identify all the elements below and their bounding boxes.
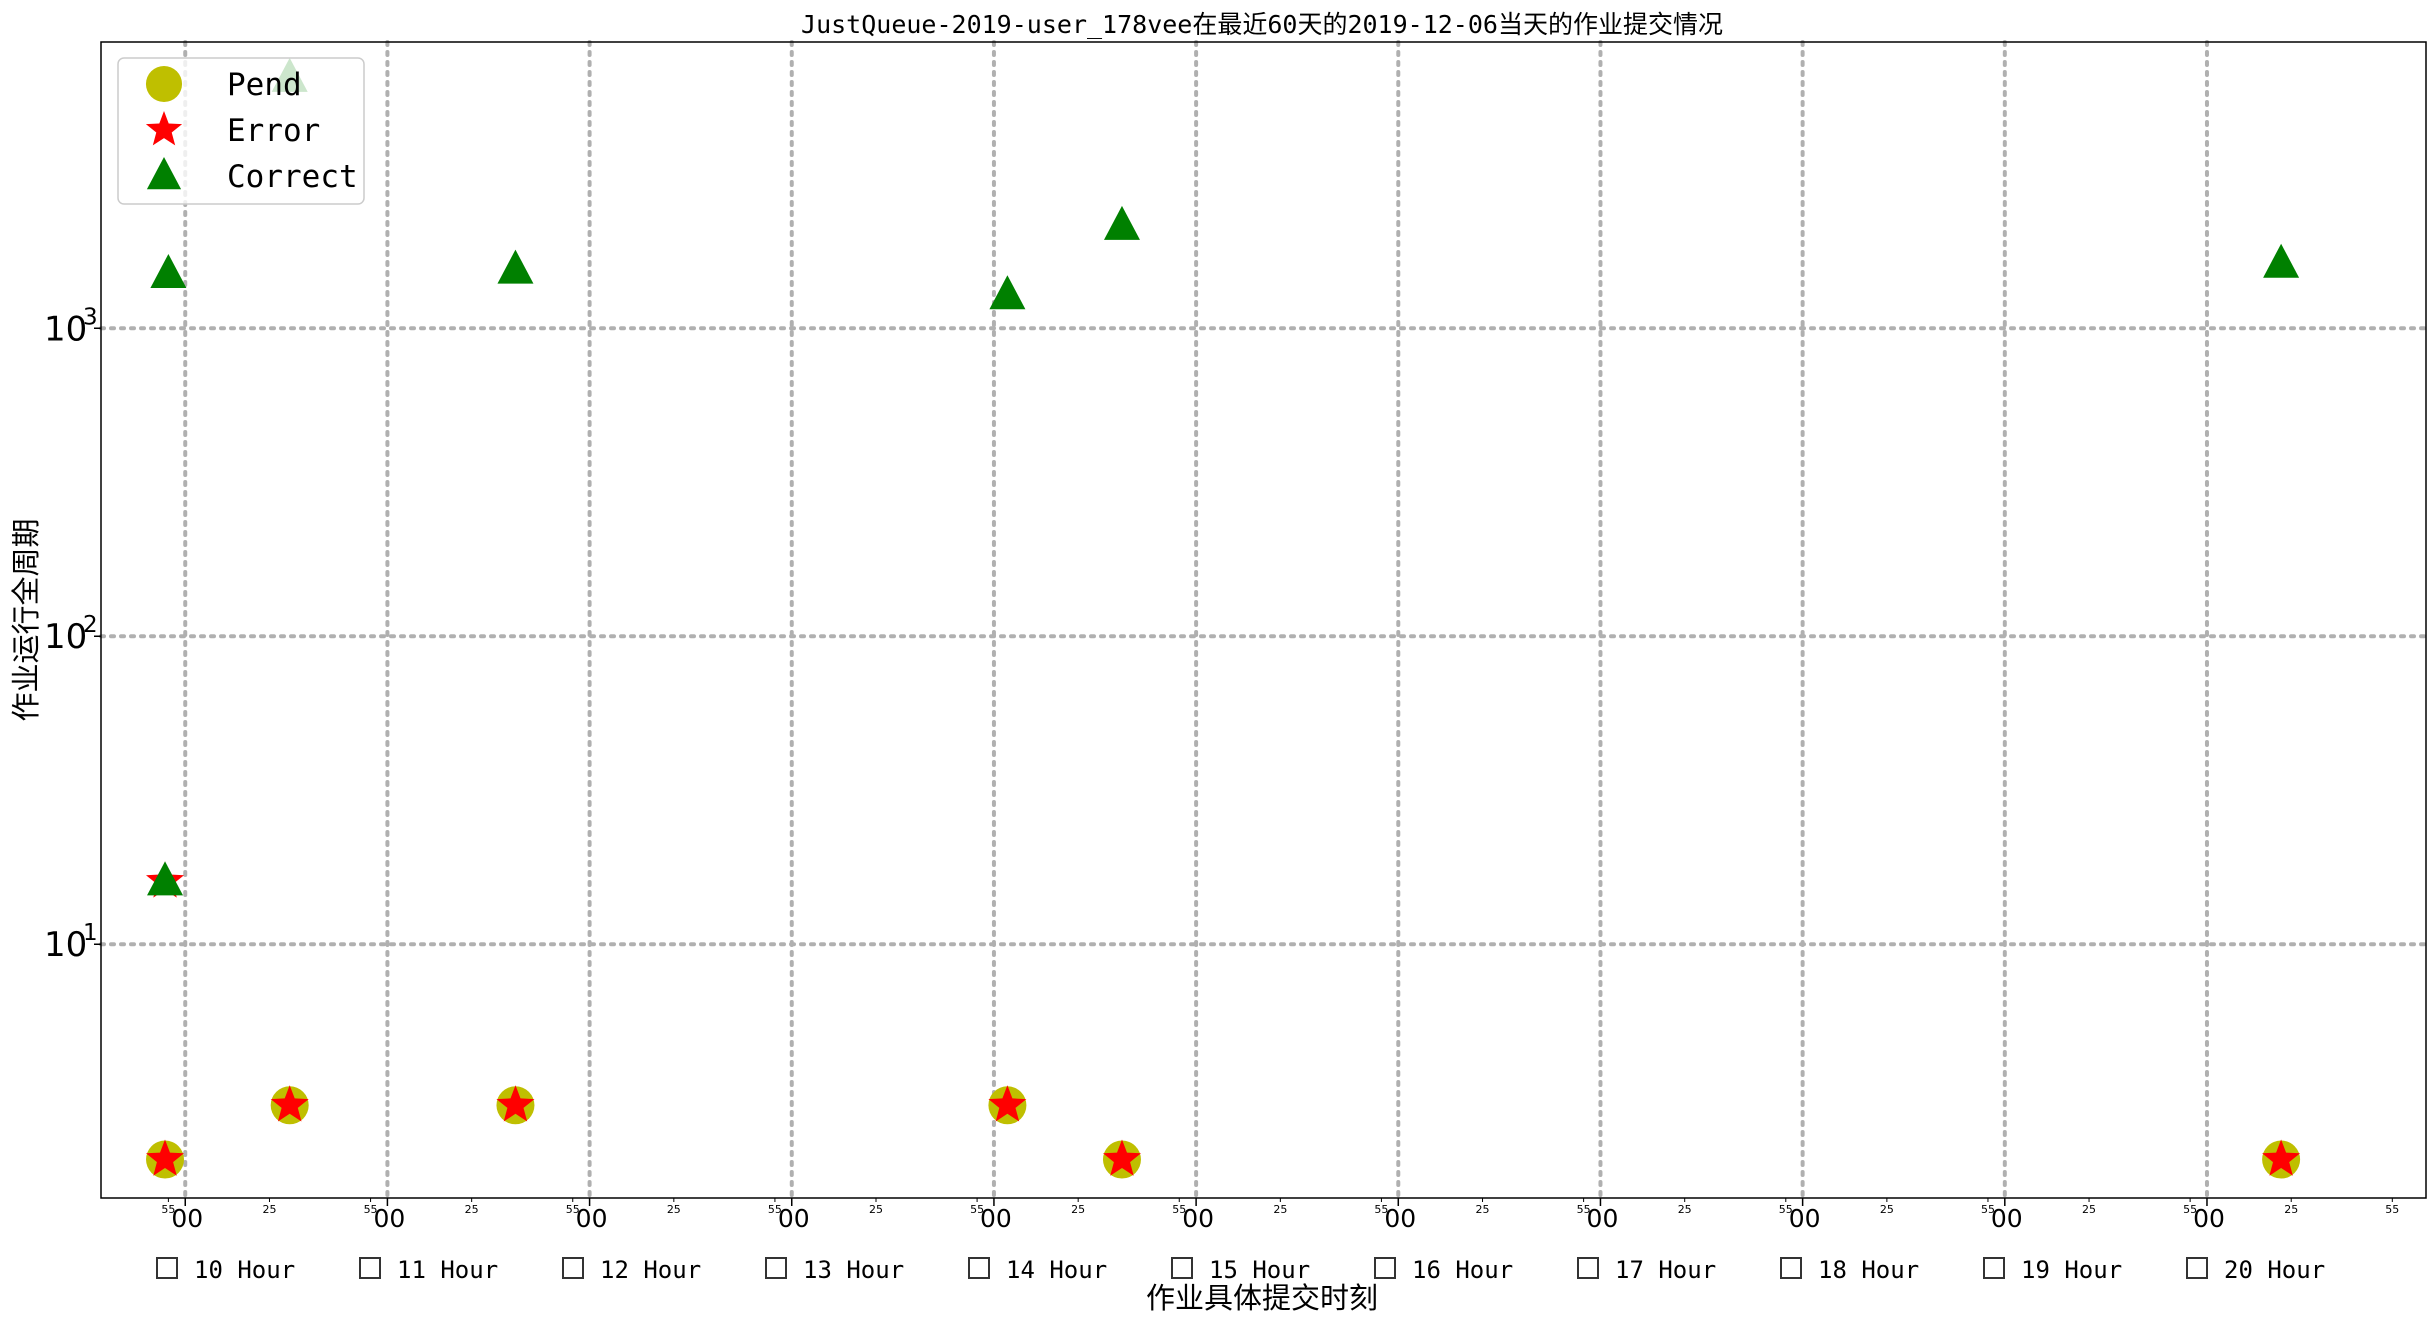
legend-items: Pend Error Correct xyxy=(145,65,358,195)
y-tick-label-exponent: 1 xyxy=(83,920,98,946)
error-legend-marker xyxy=(145,111,183,146)
hour-checkbox[interactable] xyxy=(1374,1257,1396,1279)
x-major-tick-label: 00 xyxy=(1182,1204,1214,1233)
correct-point xyxy=(989,275,1026,310)
error-point xyxy=(146,1139,184,1176)
x-minor-tick-label: 25 xyxy=(1880,1203,1894,1216)
marker-layer xyxy=(146,57,2301,1179)
y-tick-label-exponent: 3 xyxy=(83,304,98,330)
hour-checkbox[interactable] xyxy=(359,1257,381,1279)
hour-checkbox[interactable] xyxy=(562,1257,584,1279)
x-minor-tick-label: 55 xyxy=(161,1203,175,1216)
y-tick-label-base: 10 xyxy=(44,617,87,657)
error-point xyxy=(2262,1139,2301,1176)
x-major-tick-label: 00 xyxy=(980,1204,1012,1233)
pend-legend-marker xyxy=(145,65,183,103)
hour-label: 13 Hour xyxy=(803,1256,904,1284)
hour-checkbox[interactable] xyxy=(2186,1257,2208,1279)
hour-checkbox[interactable] xyxy=(765,1257,787,1279)
hour-checkbox[interactable] xyxy=(968,1257,990,1279)
x-axis-label: 作业具体提交时刻 xyxy=(1146,1281,1378,1315)
correct-point xyxy=(497,249,534,284)
hour-label: 18 Hour xyxy=(1818,1256,1919,1284)
x-minor-tick-label: 55 xyxy=(566,1203,580,1216)
hour-label: 14 Hour xyxy=(1006,1256,1107,1284)
x-minor-tick-label: 55 xyxy=(1981,1203,1995,1216)
hour-label: 12 Hour xyxy=(600,1256,701,1284)
x-major-tick-label: 00 xyxy=(1789,1204,1821,1233)
y-axis-label: 作业运行全周期 xyxy=(9,518,43,721)
y-tick-label-base: 10 xyxy=(44,309,87,349)
x-major-tick-label: 00 xyxy=(576,1204,608,1233)
hour-label: 20 Hour xyxy=(2224,1256,2325,1284)
hour-label: 10 Hour xyxy=(194,1256,295,1284)
x-minor-tick-label: 55 xyxy=(1374,1203,1388,1216)
hour-label: 19 Hour xyxy=(2021,1256,2122,1284)
hour-checkbox[interactable] xyxy=(1780,1257,1802,1279)
correct-point xyxy=(2263,243,2300,278)
hour-label: 16 Hour xyxy=(1412,1256,1513,1284)
x-minor-tick-label: 25 xyxy=(1071,1203,1085,1216)
x-minor-tick-label: 25 xyxy=(1678,1203,1692,1216)
x-minor-tick-label: 25 xyxy=(2082,1203,2096,1216)
hour-checkbox[interactable] xyxy=(156,1257,178,1279)
chart-title: JustQueue-2019-user_178vee在最近60天的2019-12… xyxy=(801,10,1723,39)
x-major-tick-label: 00 xyxy=(1991,1204,2023,1233)
legend-label: Pend xyxy=(227,67,302,103)
x-minor-tick-label: 55 xyxy=(768,1203,782,1216)
plot-area xyxy=(100,41,2427,1199)
x-major-tick-label: 00 xyxy=(1384,1204,1416,1233)
x-minor-tick-label: 25 xyxy=(667,1203,681,1216)
x-minor-tick-label: 55 xyxy=(364,1203,378,1216)
x-minor-tick-label: 55 xyxy=(970,1203,984,1216)
hour-checkbox[interactable] xyxy=(1577,1257,1599,1279)
x-minor-tick-label: 25 xyxy=(869,1203,883,1216)
x-minor-tick-label: 55 xyxy=(2183,1203,2197,1216)
hour-checkbox-row: 10 Hour 11 Hour 12 Hour 13 Hour 14 Hour 15 Ho… xyxy=(156,1256,2325,1284)
x-minor-tick-label: 25 xyxy=(262,1203,276,1216)
legend: Pend Error Correct xyxy=(117,57,365,205)
x-major-tick-label: 00 xyxy=(374,1204,406,1233)
error-point xyxy=(270,1085,309,1122)
correct-point xyxy=(1103,205,1140,240)
correct-point xyxy=(147,861,184,896)
x-minor-tick-label: 25 xyxy=(2284,1203,2298,1216)
x-minor-tick-label: 25 xyxy=(1476,1203,1490,1216)
x-major-tick-label: 00 xyxy=(1587,1204,1619,1233)
x-minor-tick-label: 25 xyxy=(1273,1203,1287,1216)
x-major-tick-label: 00 xyxy=(171,1204,203,1233)
legend-label: Correct xyxy=(227,159,358,195)
x-major-tick-label: 00 xyxy=(778,1204,810,1233)
hour-checkbox[interactable] xyxy=(1983,1257,2005,1279)
error-point xyxy=(988,1085,1027,1122)
x-minor-tick-label: 55 xyxy=(1172,1203,1186,1216)
hour-label: 17 Hour xyxy=(1615,1256,1716,1284)
x-minor-tick-label: 25 xyxy=(465,1203,479,1216)
hour-label: 11 Hour xyxy=(397,1256,498,1284)
hour-checkbox[interactable] xyxy=(1171,1257,1193,1279)
x-minor-tick-label: 55 xyxy=(1779,1203,1793,1216)
correct-legend-marker xyxy=(146,157,182,190)
legend-box xyxy=(117,57,365,205)
error-point xyxy=(1103,1139,1141,1176)
x-minor-tick-label: 55 xyxy=(2385,1203,2399,1216)
legend-label: Error xyxy=(227,113,320,149)
y-tick-label-base: 10 xyxy=(44,925,87,965)
error-point xyxy=(496,1085,535,1122)
correct-point xyxy=(150,254,187,289)
x-minor-tick-label: 55 xyxy=(1577,1203,1591,1216)
x-major-tick-label: 00 xyxy=(2193,1204,2225,1233)
hour-label: 15 Hour xyxy=(1209,1256,1310,1284)
grid-layer xyxy=(99,40,2428,1200)
y-tick-label-exponent: 2 xyxy=(83,612,98,638)
